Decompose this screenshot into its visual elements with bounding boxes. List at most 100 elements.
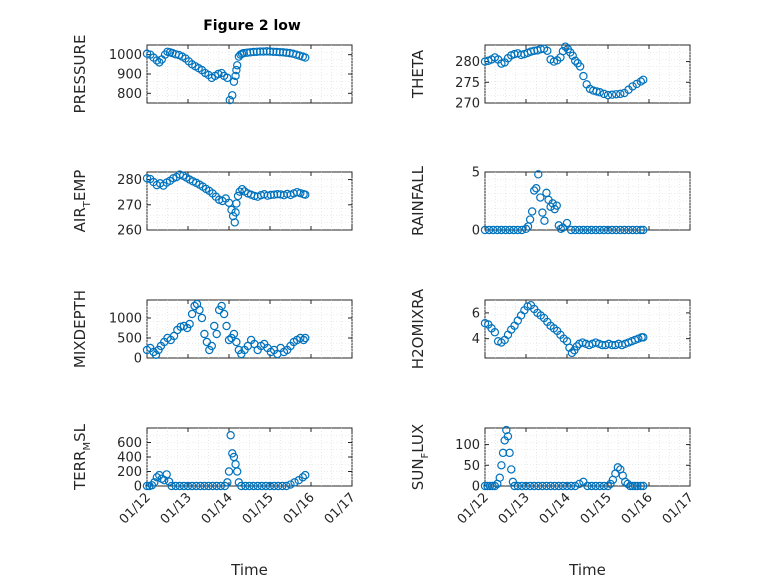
data-point <box>513 225 523 235</box>
data-point <box>542 481 551 491</box>
data-point <box>152 56 162 65</box>
data-point <box>548 199 557 208</box>
data-point <box>265 481 275 491</box>
x-tick-label: 01/15 <box>578 490 615 527</box>
y-tick-label: 260 <box>117 224 142 239</box>
data-point <box>620 225 629 235</box>
data-point <box>558 223 568 232</box>
y-tick-label: 0 <box>472 224 480 239</box>
data-point <box>299 335 308 345</box>
data-point <box>219 309 229 319</box>
x-tick-label: 01/14 <box>537 490 574 527</box>
data-point <box>223 478 232 487</box>
data-point <box>546 481 555 491</box>
x-tick-label: 01/13 <box>158 490 195 527</box>
data-point <box>628 82 637 91</box>
data-point <box>636 77 646 86</box>
y-tick-label: 0 <box>134 352 142 367</box>
data-point <box>508 477 518 487</box>
data-point <box>606 479 615 489</box>
data-point <box>229 329 239 339</box>
data-point <box>623 479 632 489</box>
data-point <box>583 225 592 235</box>
data-point <box>488 481 497 491</box>
data-point <box>224 335 234 345</box>
y-tick-label: 600 <box>117 436 142 451</box>
data-point <box>295 51 304 60</box>
data-point <box>245 481 254 491</box>
data-point <box>232 65 241 75</box>
data-point <box>595 225 605 235</box>
x-tick-label: 01/13 <box>496 490 533 527</box>
data-point <box>490 328 500 337</box>
data-point <box>530 481 539 491</box>
data-point <box>230 218 239 227</box>
data-point <box>603 90 613 100</box>
data-point <box>298 473 307 482</box>
data-point <box>501 225 510 235</box>
y-tick-label: 400 <box>117 451 142 466</box>
data-point <box>527 207 537 216</box>
data-point <box>232 467 242 476</box>
data-point <box>276 190 285 199</box>
data-point <box>639 333 648 342</box>
data-point <box>301 190 310 199</box>
data-point <box>290 478 299 487</box>
data-point <box>269 190 279 199</box>
data-point <box>229 77 239 86</box>
data-point <box>272 47 281 57</box>
data-point <box>237 184 247 194</box>
data-point <box>572 342 582 351</box>
x-tick-label: 01/17 <box>322 490 359 527</box>
data-point <box>241 481 250 491</box>
data-point <box>554 481 564 491</box>
data-point <box>197 313 207 323</box>
data-point <box>210 321 219 331</box>
data-point <box>568 51 577 60</box>
data-point <box>164 477 174 486</box>
data-point <box>567 348 577 358</box>
data-point <box>142 481 152 491</box>
y-axis-label: THETA <box>409 49 427 99</box>
data-point <box>214 69 223 79</box>
data-point <box>208 481 217 491</box>
data-point <box>513 481 523 491</box>
data-point <box>517 481 527 491</box>
x-axis-label: Time <box>568 561 606 579</box>
y-tick-label: 280 <box>455 55 480 70</box>
y-axis-label: H2OMIXRA <box>409 288 427 369</box>
y-tick-label: 5 <box>472 166 480 181</box>
data-point <box>505 448 514 458</box>
data-point <box>259 47 268 56</box>
data-point <box>255 47 265 56</box>
data-point <box>223 73 232 83</box>
data-point <box>232 199 241 208</box>
data-point <box>493 225 502 235</box>
data-point <box>536 193 545 202</box>
data-point <box>231 208 240 217</box>
x-tick-label: 01/12 <box>117 490 154 527</box>
data-point <box>566 225 576 235</box>
data-point <box>552 201 561 210</box>
y-tick-label: 275 <box>455 76 480 91</box>
data-point <box>286 480 295 489</box>
data-point <box>543 46 552 56</box>
data-point <box>498 448 508 458</box>
y-axis-label: PRESSURE <box>71 35 89 114</box>
y-tick-label: 500 <box>117 332 142 347</box>
data-point <box>185 319 194 329</box>
data-point <box>613 463 623 472</box>
data-point <box>525 481 535 491</box>
x-tick-label: 01/12 <box>455 490 492 527</box>
subplot-theta: 270 275 280 THETA <box>409 42 691 112</box>
data-point <box>187 309 197 319</box>
data-point <box>534 481 543 491</box>
data-point <box>200 481 209 491</box>
data-point <box>249 481 258 491</box>
data-point <box>231 71 240 81</box>
data-point <box>633 481 642 491</box>
data-point <box>495 473 504 482</box>
data-point <box>202 337 212 347</box>
